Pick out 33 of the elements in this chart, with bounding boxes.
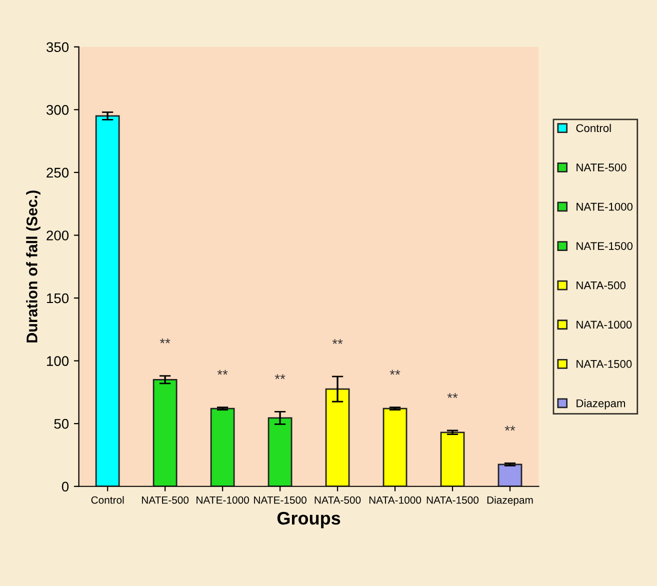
y-tick-label: 200 [46,230,69,240]
legend-label: NATA-1500 [576,360,632,368]
x-tick-label: NATA-1000 [369,496,422,504]
x-tick-label: Diazepam [487,496,533,506]
y-tick-label: 250 [46,168,69,178]
annotation: ** [390,370,400,375]
annotation: ** [504,426,516,431]
y-tick-label: 350 [46,42,69,52]
legend-label: NATE-500 [576,164,626,172]
y-tick-label: 0 [62,482,69,492]
x-tick-label: NATE-500 [142,496,189,504]
y-tick-label: 150 [47,293,69,304]
annotation: ** [160,338,170,344]
x-tick-label: Control [91,496,124,504]
annotation: ** [332,339,343,344]
legend-label: NATA-1000 [576,320,632,329]
x-tick-label: NATA-1500 [426,496,479,504]
annotation: ** [447,393,458,398]
x-tick-label: NATA-500 [314,496,361,504]
legend-label: NATE-1000 [576,202,633,211]
y-tick-label: 100 [47,356,69,366]
annotation: ** [217,370,228,375]
y-axis-title: Duration of fall (Sec.) [26,190,40,342]
legend-label: NATA-500 [576,281,626,290]
annotation: ** [274,374,286,380]
legend-label: NATE-1500 [576,242,633,250]
y-tick-label: 50 [54,418,69,429]
legend-label: Control [576,124,611,132]
legend-label: Diazepam [576,399,626,410]
x-axis-title: Groups [277,512,340,528]
x-tick-label: NATE-1000 [196,496,249,504]
y-tick-label: 300 [46,105,69,115]
x-tick-label: NATE-1500 [254,496,306,504]
